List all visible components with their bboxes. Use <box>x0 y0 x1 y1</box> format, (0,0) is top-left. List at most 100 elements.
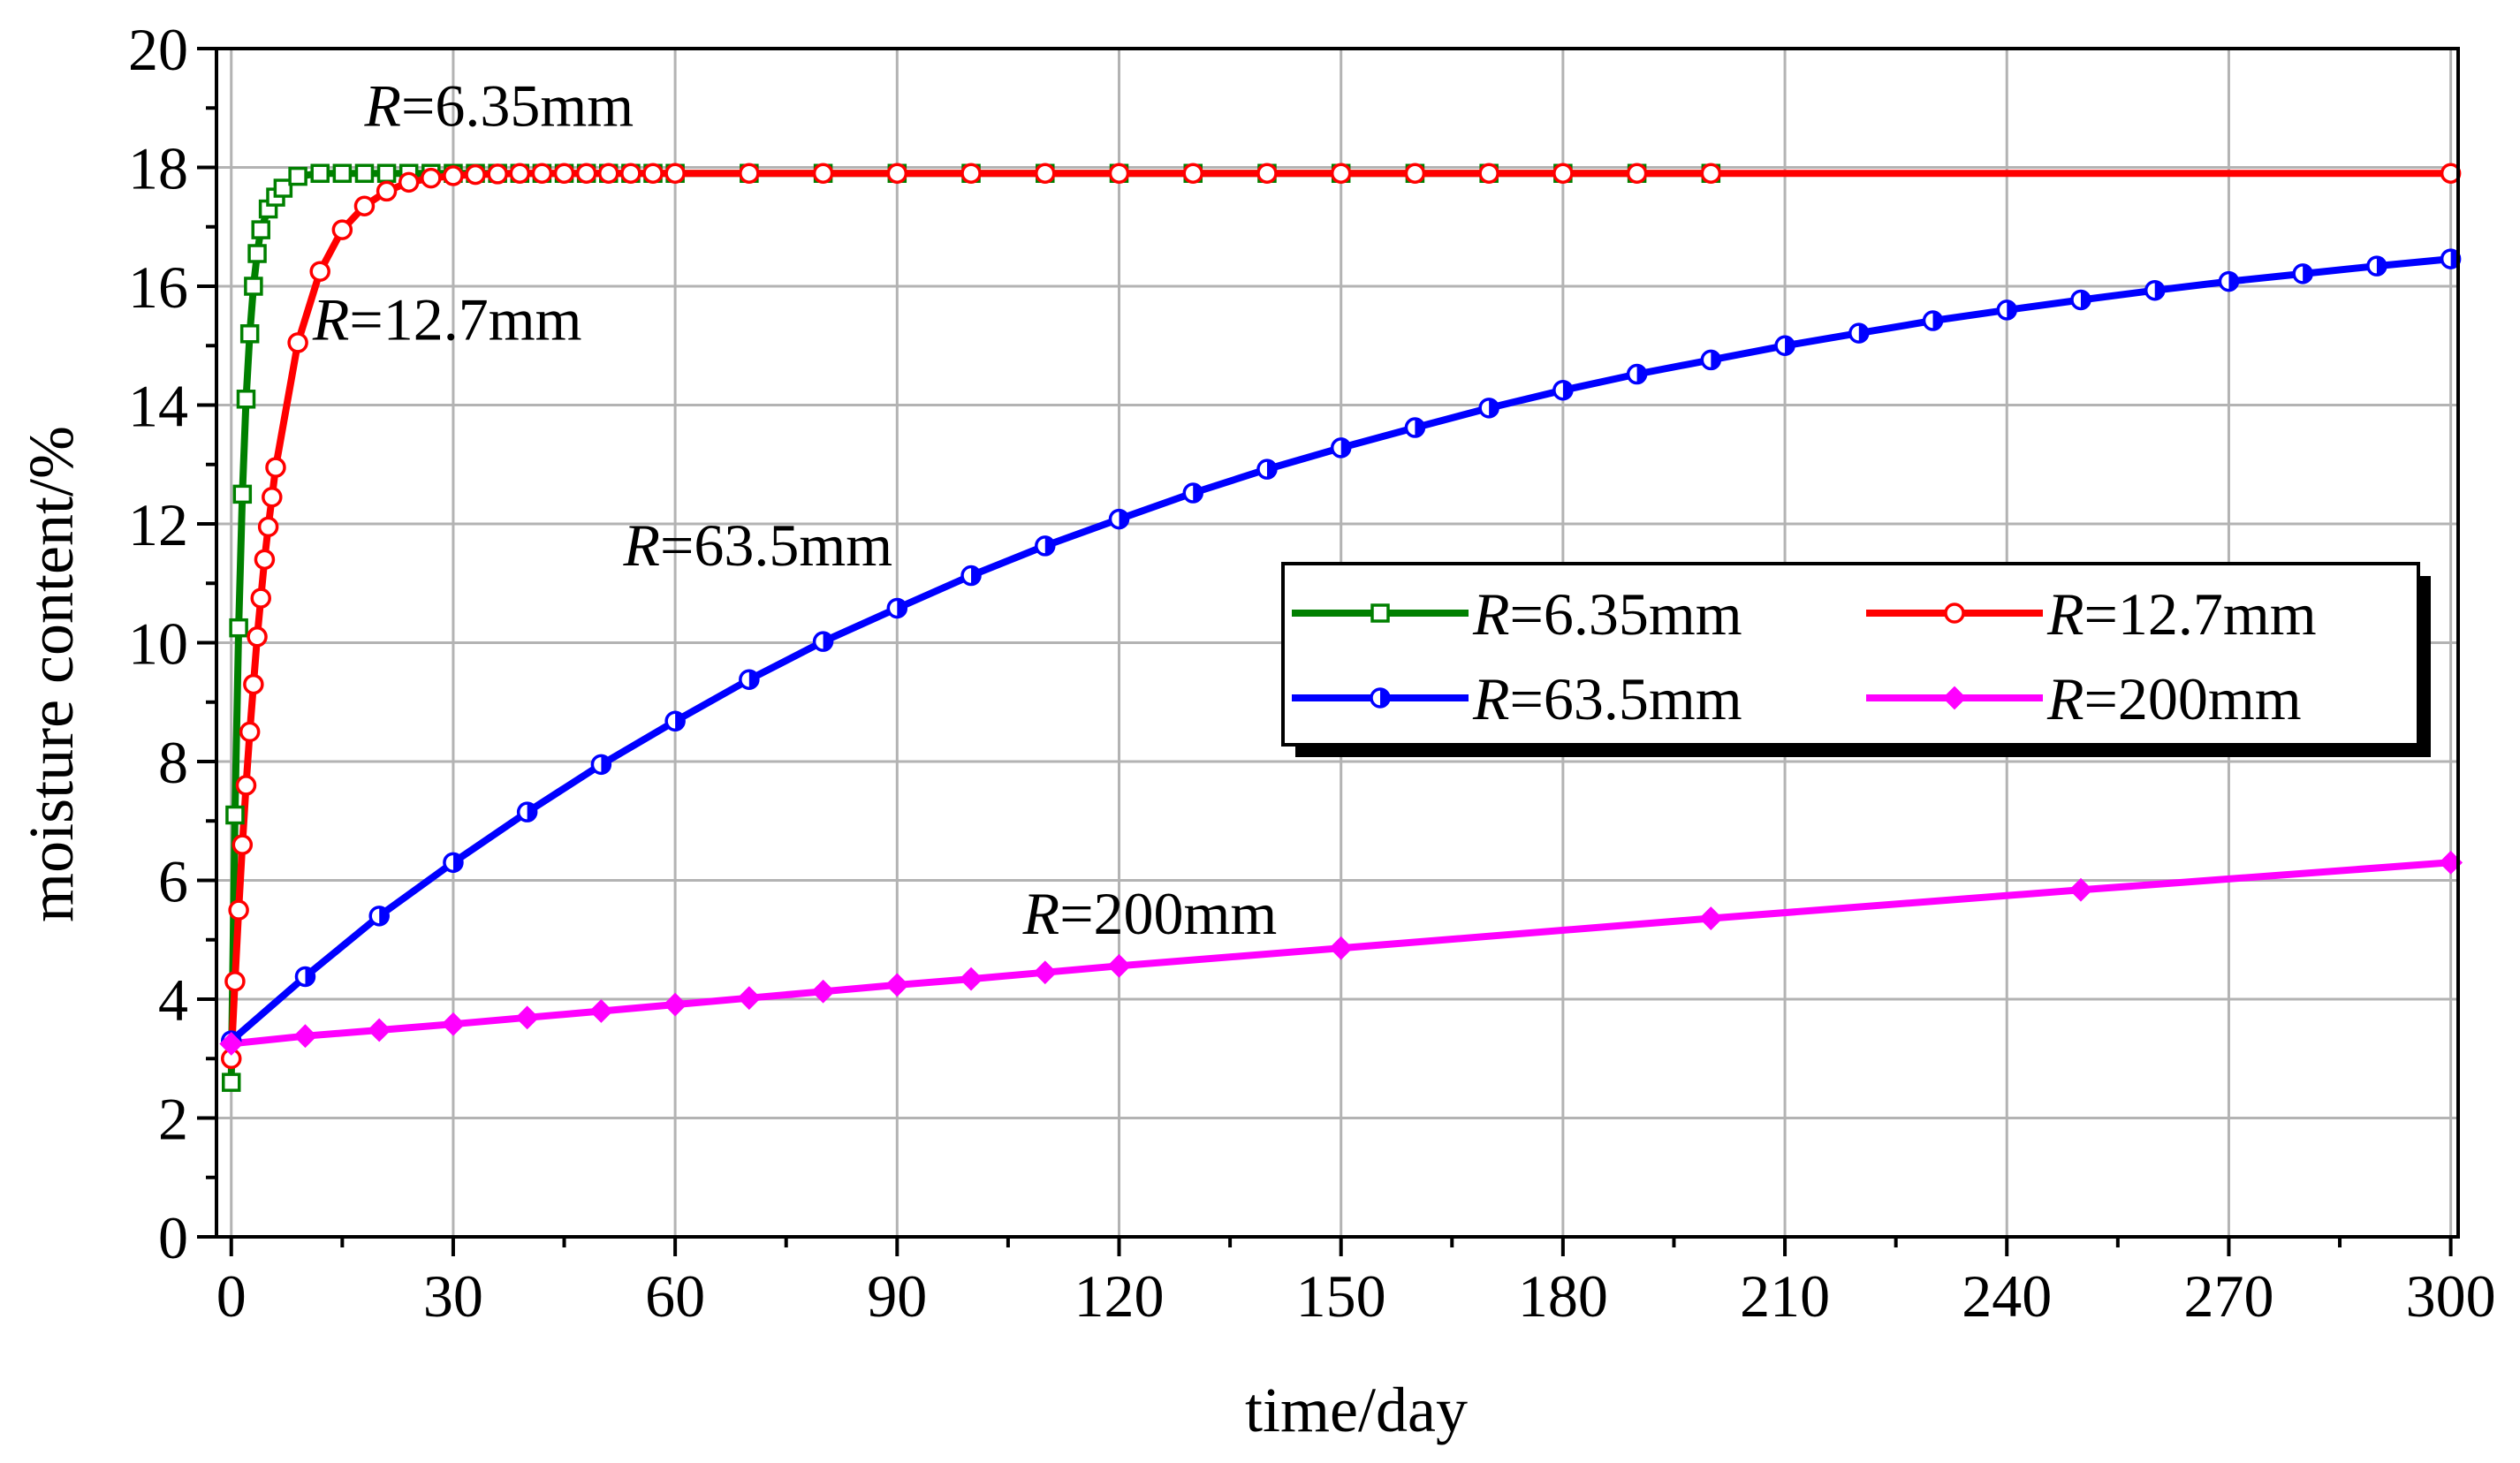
data-point-s1 <box>664 163 686 184</box>
data-point-s3 <box>1698 906 1723 930</box>
data-point-s3 <box>663 992 687 1017</box>
data-point-s2 <box>1330 437 1352 459</box>
x-tick-label: 270 <box>2183 1262 2273 1330</box>
data-point-s0 <box>225 805 245 825</box>
data-point-s1 <box>960 163 982 184</box>
data-point-s1 <box>1182 163 1203 184</box>
data-point-s1 <box>1256 163 1278 184</box>
data-point-s2 <box>2218 270 2240 292</box>
data-point-s3 <box>1033 960 1058 985</box>
data-point-s2-half <box>2228 272 2238 291</box>
data-point-s2-half <box>1711 351 1720 369</box>
data-point-s2-half <box>1193 484 1203 503</box>
data-point-s2 <box>664 710 686 732</box>
data-point-s1 <box>553 163 575 184</box>
data-point-s2-half <box>1266 460 1276 479</box>
data-point-s2 <box>739 669 760 690</box>
data-point-s2 <box>1478 398 1499 419</box>
legend-label-0: R=6.35mm <box>1472 580 1742 648</box>
data-point-s2-half <box>2303 264 2312 283</box>
y-tick-label: 10 <box>128 610 188 678</box>
data-point-s3 <box>884 973 909 997</box>
data-point-s1 <box>465 163 486 186</box>
y-tick-label: 16 <box>128 254 188 321</box>
y-tick-label: 0 <box>158 1204 188 1271</box>
data-point-s0 <box>229 618 248 638</box>
data-point-s1 <box>247 626 268 648</box>
data-point-s2-half <box>527 803 536 822</box>
series-line-1 <box>227 170 2455 1063</box>
legend-entry-1: R=12.7mm <box>1866 580 2317 648</box>
legend-label-2-r: R <box>1472 665 1510 732</box>
data-point-s1 <box>812 163 834 184</box>
legend-label-1-value: =12.7mm <box>2084 580 2317 648</box>
x-tick-label: 150 <box>1296 1262 1386 1330</box>
data-point-s3 <box>588 999 613 1023</box>
legend-label-2-value: =63.5mm <box>1510 665 1742 732</box>
data-point-s2-half <box>379 906 389 925</box>
data-point-s2-half <box>2080 291 2090 309</box>
data-point-s2 <box>812 631 834 652</box>
data-point-s3 <box>959 966 983 991</box>
legend-entry-3: R=200mm <box>1866 665 2302 732</box>
data-point-s2-half <box>2007 300 2016 319</box>
data-point-s3 <box>515 1005 540 1030</box>
annotation-3-r: R <box>1022 880 1060 947</box>
annotation-3-value: =200mm <box>1059 880 1277 947</box>
data-point-s1 <box>598 163 619 184</box>
data-point-s2 <box>886 597 908 619</box>
data-point-s3 <box>737 986 762 1011</box>
data-point-s1 <box>1626 163 1648 184</box>
data-point-s2 <box>1035 535 1056 557</box>
data-point-s3 <box>811 979 835 1004</box>
annotation-0-value: =6.35mm <box>401 72 634 139</box>
data-point-s2-half <box>452 853 462 872</box>
data-point-s2-half <box>601 755 611 774</box>
data-point-s1 <box>1404 163 1426 184</box>
data-point-s2-half <box>1044 536 1054 555</box>
data-point-s1 <box>265 457 286 478</box>
legend-marker-1 <box>1944 603 1965 624</box>
data-point-s0 <box>239 324 260 344</box>
annotation-2-r: R <box>623 512 661 579</box>
legend-marker-2 <box>1370 687 1391 709</box>
data-point-s2 <box>1108 508 1130 530</box>
y-tick-label: 8 <box>158 729 188 796</box>
data-point-s1 <box>254 549 276 571</box>
data-point-s1 <box>642 163 664 184</box>
y-axis-label: moisture content/% <box>16 426 87 922</box>
data-point-s2 <box>1922 310 1944 331</box>
data-point-s1 <box>243 673 264 695</box>
data-point-s2-half <box>897 599 907 618</box>
data-point-s0 <box>221 1073 241 1092</box>
annotation-2-value: =63.5mm <box>660 512 892 579</box>
legend-box <box>1281 562 2420 747</box>
data-point-s1 <box>353 195 376 216</box>
data-point-s0 <box>376 163 397 183</box>
data-point-s0 <box>273 178 293 198</box>
data-point-s0 <box>310 163 330 183</box>
y-tick-label: 4 <box>158 966 188 1034</box>
y-tick-label: 20 <box>128 16 188 83</box>
grid <box>216 49 2458 1237</box>
data-point-s2 <box>2144 279 2166 301</box>
data-point-s1 <box>575 163 597 184</box>
data-point-s1 <box>232 834 254 855</box>
data-point-s2-half <box>305 967 315 986</box>
data-point-s0 <box>332 163 353 183</box>
data-point-s1 <box>1108 163 1130 184</box>
data-point-s2-half <box>1636 365 1646 383</box>
annotation-1-r: R <box>312 286 350 353</box>
data-point-s0 <box>247 244 267 263</box>
data-point-s2-half <box>823 633 832 651</box>
data-point-s2-half <box>1415 419 1424 437</box>
data-point-s2 <box>1256 459 1278 480</box>
legend-label-3-r: R <box>2046 665 2084 732</box>
data-point-s3 <box>367 1018 391 1042</box>
annotation-1-value: =12.7mm <box>349 286 581 353</box>
data-point-s0 <box>232 484 253 504</box>
annotation-0-r: R <box>363 72 401 139</box>
data-point-s2 <box>1552 379 1574 401</box>
